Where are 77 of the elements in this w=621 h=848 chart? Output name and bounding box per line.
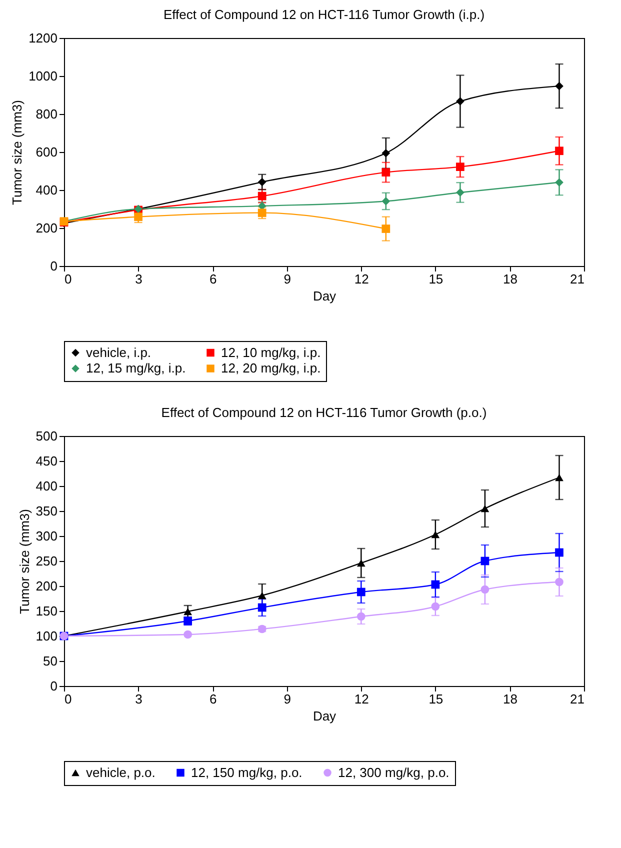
y-tick-label: 1000 — [28, 68, 58, 84]
point — [456, 188, 464, 197]
x-tick-label: 12 — [354, 272, 369, 286]
x-tick-label: 18 — [502, 272, 518, 286]
y-axis-title: Tumor size (mm3) — [16, 509, 32, 614]
x-tick-label: 9 — [284, 692, 291, 706]
y-tick-label: 250 — [36, 554, 58, 568]
legend-label: 12, 10 mg/kg, i.p. — [221, 344, 321, 360]
y-tick-label: 800 — [36, 106, 58, 122]
point — [184, 608, 192, 616]
chart-title: Effect of Compound 12 on HCT-116 Tumor Growth (i.p.) — [163, 7, 485, 22]
x-tick-label: 18 — [502, 692, 518, 706]
y-axis-title: Tumor size (mm3) — [10, 100, 25, 205]
y-tick-label: 50 — [43, 654, 58, 668]
point — [555, 548, 564, 557]
legend-label: 12, 15 mg/kg, i.p. — [86, 360, 186, 376]
x-tick-label: 12 — [354, 692, 369, 706]
chart-title: Effect of Compound 12 on HCT-116 Tumor Growth (p.o.) — [161, 405, 487, 420]
y-tick-label: 450 — [36, 454, 58, 468]
point — [258, 178, 266, 186]
x-tick-label: 6 — [209, 692, 217, 706]
point — [555, 82, 564, 90]
point — [382, 224, 390, 233]
y-tick-label: 150 — [36, 604, 58, 618]
y-tick-label: 1200 — [28, 30, 58, 46]
point — [382, 168, 390, 177]
legend-label: 12, 150 mg/kg, p.o. — [191, 764, 302, 780]
x-tick-label: 15 — [428, 692, 444, 706]
point — [134, 212, 142, 221]
point — [184, 630, 192, 639]
point — [480, 556, 490, 566]
y-tick-label: 100 — [36, 628, 58, 644]
x-tick-label: 21 — [570, 272, 584, 286]
point — [356, 612, 366, 621]
legend-label: vehicle, p.o. — [86, 764, 156, 780]
x-tick-label: 3 — [135, 272, 142, 286]
x-tick-label: 0 — [64, 272, 72, 286]
point — [480, 585, 490, 594]
y-tick-label: 400 — [36, 478, 58, 494]
x-tick-label: 15 — [428, 272, 444, 286]
y-tick-label: 400 — [36, 182, 58, 198]
point — [431, 602, 440, 611]
point — [356, 588, 366, 596]
point — [555, 578, 564, 586]
y-tick-label: 200 — [36, 578, 58, 594]
legend-label: 12, 300 mg/kg, p.o. — [338, 764, 450, 780]
legend-label: 12, 20 mg/kg, i.p. — [221, 360, 321, 376]
point — [555, 146, 564, 156]
x-tick-label: 6 — [209, 272, 217, 286]
point — [456, 162, 464, 172]
y-tick-label: 350 — [36, 504, 58, 518]
point — [480, 504, 490, 512]
point — [382, 197, 390, 206]
point — [431, 530, 440, 538]
point — [431, 580, 440, 589]
y-tick-label: 200 — [36, 220, 58, 236]
point — [555, 474, 564, 482]
x-axis-title: Day — [312, 288, 337, 304]
x-tick-label: 21 — [570, 692, 584, 706]
point — [555, 178, 564, 187]
point — [258, 592, 266, 600]
point — [258, 603, 266, 612]
legend-label: vehicle, i.p. — [86, 344, 152, 360]
y-tick-label: 0 — [50, 678, 58, 694]
point — [258, 192, 266, 200]
x-tick-label: 9 — [284, 272, 291, 286]
y-tick-label: 600 — [36, 144, 58, 160]
y-tick-label: 300 — [36, 528, 58, 544]
y-tick-label: 500 — [36, 428, 58, 444]
point — [456, 97, 464, 106]
x-axis-title: Day — [312, 708, 337, 724]
y-tick-label: 0 — [50, 258, 58, 274]
x-tick-label: 0 — [64, 692, 72, 706]
point — [356, 559, 366, 567]
point — [258, 208, 266, 217]
point — [382, 148, 390, 158]
x-tick-label: 3 — [135, 692, 142, 706]
